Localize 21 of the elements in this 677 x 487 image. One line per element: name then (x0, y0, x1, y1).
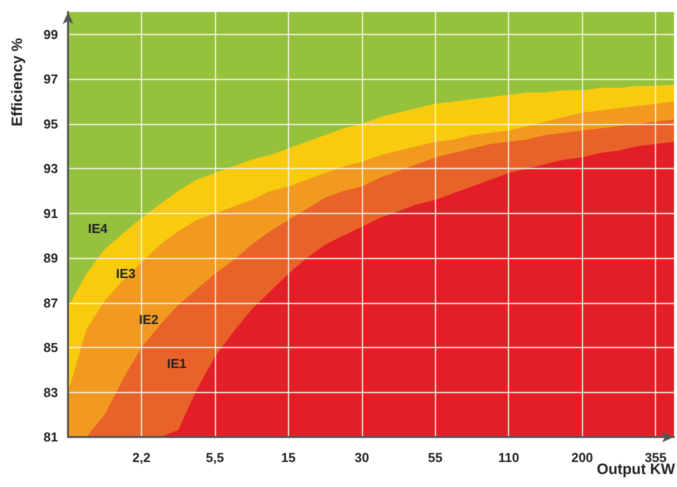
x-tick-label: 5,5 (206, 450, 224, 465)
y-tick-label: 87 (44, 295, 58, 310)
series-label: IE1 (167, 356, 187, 371)
y-tick-label: 97 (44, 72, 58, 87)
series-label: IE4 (88, 221, 108, 236)
y-tick-label: 95 (44, 116, 58, 132)
y-axis-title: Efficiency % (9, 38, 26, 126)
x-tick-label: 55 (428, 450, 443, 465)
x-tick-label: 2,2 (132, 450, 150, 465)
y-tick-label: 83 (44, 384, 58, 400)
x-tick-label: 15 (281, 450, 296, 465)
y-tick-label: 93 (44, 161, 58, 176)
y-tick-label: 91 (44, 206, 58, 221)
series-label: IE3 (116, 266, 136, 281)
y-tick-label: 81 (44, 430, 58, 444)
y-tick-label: 85 (44, 340, 58, 356)
y-tick-label: 99 (44, 26, 58, 42)
x-tick-label: 30 (354, 450, 370, 465)
y-tick-label: 89 (44, 250, 58, 266)
x-tick-label: 110 (498, 450, 520, 465)
x-tick-label: 200 (571, 450, 594, 465)
